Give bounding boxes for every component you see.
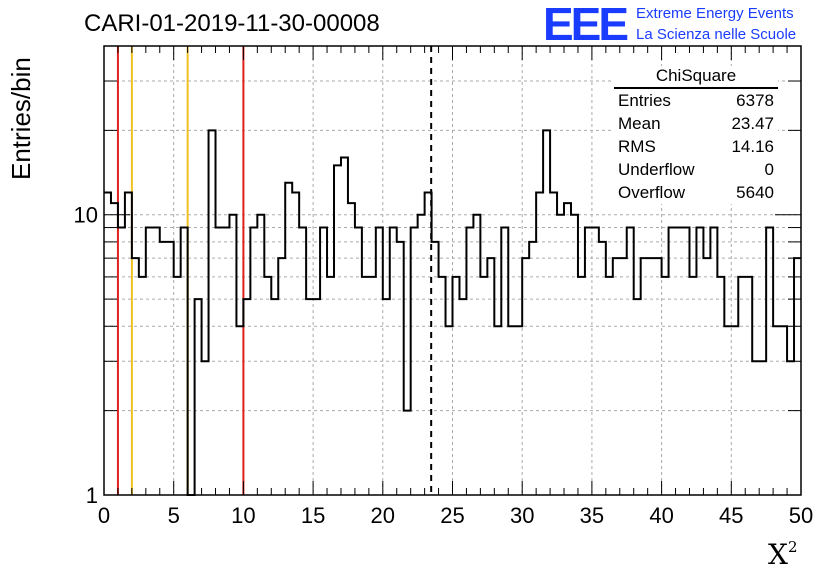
- x-tick-label: 50: [789, 503, 813, 528]
- stats-label: Underflow: [618, 160, 695, 179]
- stats-box: ChiSquare Entries 6378 Mean 23.47 RMS 14.16…: [612, 66, 778, 204]
- logo-line-1: Extreme Energy Events: [636, 5, 794, 22]
- reference-lines: [116, 46, 433, 495]
- histogram-line: [104, 129, 801, 496]
- x-tick-label: 35: [580, 503, 604, 528]
- stats-value: 23.47: [731, 114, 774, 133]
- stats-label: Overflow: [618, 183, 686, 202]
- eee-logo-mark: EEE: [543, 0, 629, 50]
- x-axis-label: X2: [768, 538, 797, 571]
- y-tick-label: 10: [74, 203, 98, 228]
- eee-logo-text: Extreme Energy Events La Scienza nelle S…: [636, 3, 796, 45]
- stats-label: Mean: [618, 114, 661, 133]
- axis-ticks: [103, 46, 802, 496]
- stats-row-underflow: Underflow 0: [612, 158, 778, 181]
- x-tick-label: 15: [301, 503, 325, 528]
- x-axis-label-text: X: [768, 538, 788, 571]
- x-tick-label: 40: [649, 503, 673, 528]
- stats-header: ChiSquare: [614, 66, 778, 89]
- stats-value: 6378: [736, 91, 774, 110]
- x-tick-label: 45: [719, 503, 743, 528]
- stats-label: RMS: [618, 137, 656, 156]
- x-tick-label: 0: [98, 503, 110, 528]
- x-tick-label: 10: [231, 503, 255, 528]
- stats-row-overflow: Overflow 5640: [612, 181, 778, 204]
- histogram-series: [104, 129, 801, 496]
- x-axis-label-superscript: 2: [787, 538, 798, 556]
- logo-line-2: La Scienza nelle Scuole: [636, 26, 797, 43]
- stats-label: Entries: [618, 91, 671, 110]
- stats-row-entries: Entries 6378: [612, 89, 778, 112]
- stats-row-rms: RMS 14.16: [612, 135, 778, 158]
- x-tick-label: 5: [168, 503, 180, 528]
- axis-tick-labels: 0 5 10 15 20 25 30 35 40 45 50 1 10: [74, 203, 814, 528]
- y-axis-label: Entries/bin: [6, 57, 36, 180]
- stats-value: 14.16: [731, 137, 774, 156]
- stats-value: 5640: [736, 183, 774, 202]
- chart-title: CARI-01-2019-11-30-00008: [84, 10, 380, 37]
- x-tick-label: 20: [371, 503, 395, 528]
- x-tick-label: 25: [440, 503, 464, 528]
- stats-row-mean: Mean 23.47: [612, 112, 778, 135]
- y-tick-label: 1: [86, 483, 98, 508]
- stats-value: 0: [764, 160, 774, 179]
- eee-logo: EEE Extreme Energy Events La Scienza nel…: [543, 0, 796, 48]
- x-tick-label: 30: [510, 503, 534, 528]
